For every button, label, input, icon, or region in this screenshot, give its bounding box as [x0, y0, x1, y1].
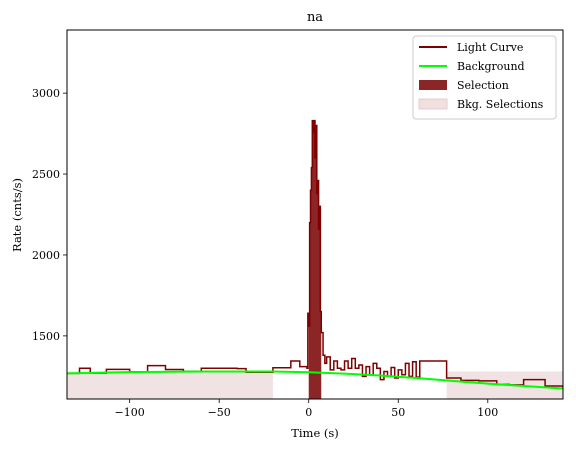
- legend-swatch-selection: [419, 80, 447, 90]
- legend-label-bkg_selection: Bkg. Selections: [457, 98, 544, 111]
- bkg-selection-0: [67, 371, 273, 399]
- legend-label-selection: Selection: [457, 79, 509, 92]
- selection-fill: [308, 120, 322, 399]
- y-tick-label: 1500: [32, 330, 60, 343]
- legend-label-light_curve: Light Curve: [457, 41, 523, 54]
- x-tick-label: 100: [477, 406, 498, 419]
- plot-area: [67, 119, 563, 399]
- y-tick-label: 2000: [32, 249, 60, 262]
- legend-swatch-bkg_selection: [418, 98, 448, 110]
- x-tick-label: −50: [208, 406, 231, 419]
- background-line: [67, 370, 563, 390]
- x-tick-label: −100: [115, 406, 145, 419]
- x-tick-label: 0: [305, 406, 312, 419]
- y-tick-label: 3000: [32, 87, 60, 100]
- x-axis-label: Time (s): [291, 426, 339, 440]
- x-axis: −100 −50 0 50 100: [115, 399, 498, 419]
- plot-frame: [66, 29, 564, 400]
- y-tick-label: 2500: [32, 168, 60, 181]
- y-axis-label: Rate (cnts/s): [10, 178, 24, 252]
- x-tick-label: 50: [391, 406, 405, 419]
- legend: Light Curve Background Selection Bkg. Selec…: [412, 35, 557, 120]
- legend-box: [412, 35, 557, 120]
- legend-label-background: Background: [457, 60, 525, 73]
- chart-title: na: [307, 10, 323, 25]
- y-axis: 1500 2000 2500 3000: [32, 87, 67, 343]
